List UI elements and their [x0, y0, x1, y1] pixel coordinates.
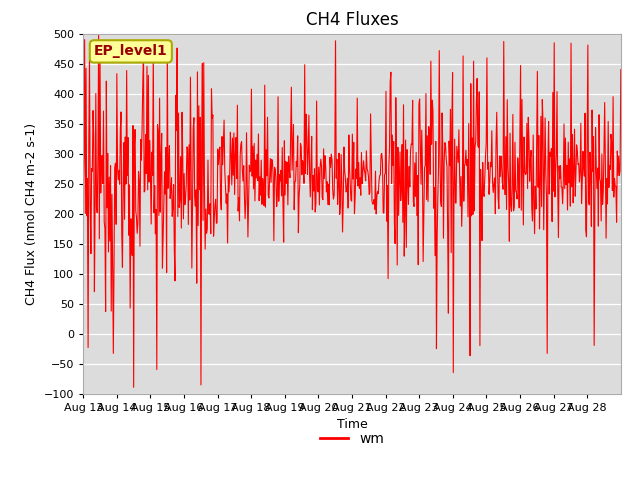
Title: CH4 Fluxes: CH4 Fluxes [306, 11, 398, 29]
Legend: wm: wm [315, 426, 389, 452]
Y-axis label: CH4 Flux (nmol CH4 m-2 s-1): CH4 Flux (nmol CH4 m-2 s-1) [25, 122, 38, 305]
X-axis label: Time: Time [337, 418, 367, 431]
Text: EP_level1: EP_level1 [94, 44, 168, 59]
